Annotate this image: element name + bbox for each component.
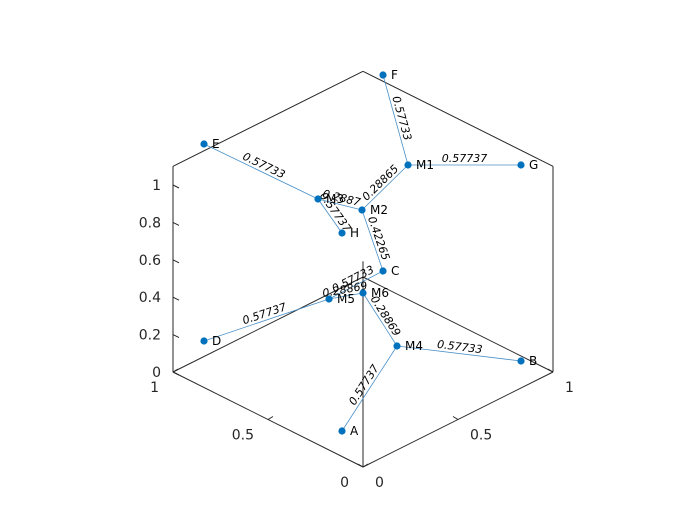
x-tick-label: 1 bbox=[150, 380, 159, 396]
box-edge bbox=[362, 70, 554, 167]
edge-label: 0.57733 bbox=[241, 150, 288, 182]
z-tick-label: 0.4 bbox=[139, 290, 161, 306]
z-tick-mark bbox=[172, 259, 180, 264]
node-label-G: G bbox=[529, 158, 538, 172]
z-tick-label: 0.2 bbox=[139, 328, 161, 344]
node-label-M5: M5 bbox=[337, 292, 355, 306]
graph-nodes bbox=[200, 71, 525, 435]
node-M3 bbox=[314, 195, 322, 203]
edge-labels: 0.577330.577370.288650.577330.28870.5773… bbox=[241, 95, 488, 408]
node-label-M6: M6 bbox=[371, 286, 389, 300]
x-tick-label: 0 bbox=[340, 475, 349, 491]
edge-label: 0.57737 bbox=[442, 152, 488, 165]
z-tick-mark bbox=[172, 221, 180, 226]
node-A bbox=[338, 427, 346, 435]
y-tick-mark bbox=[452, 416, 459, 420]
node-label-D: D bbox=[212, 334, 221, 348]
x-tick-label: 0.5 bbox=[232, 428, 254, 444]
node-M4 bbox=[393, 342, 401, 350]
edge-M4-A bbox=[341, 345, 398, 432]
z-tick-mark bbox=[172, 296, 180, 301]
edge-M5-M6 bbox=[328, 292, 364, 300]
node-F bbox=[379, 71, 387, 79]
node-M1 bbox=[404, 161, 412, 169]
node-M2 bbox=[358, 206, 366, 214]
edge-E-M3 bbox=[203, 143, 319, 200]
edge-M1-M2 bbox=[361, 164, 409, 211]
z-tick-label: 1 bbox=[152, 178, 161, 194]
edge-F-M1 bbox=[382, 74, 409, 166]
edge-M2-C bbox=[361, 209, 384, 272]
edge-label: 0.28869 bbox=[368, 293, 404, 338]
node-label-B: B bbox=[529, 354, 537, 368]
x-tick-mark bbox=[362, 463, 369, 468]
y-tick-label: 0 bbox=[375, 475, 384, 491]
node-label-M2: M2 bbox=[370, 203, 388, 217]
z-tick-label: 0 bbox=[152, 365, 161, 381]
edge-label: 0.28865 bbox=[360, 162, 402, 203]
edge-label: 0.57737 bbox=[241, 300, 288, 327]
y-tick-mark bbox=[547, 368, 554, 373]
z-tick-mark bbox=[172, 371, 180, 376]
box-edge bbox=[172, 276, 364, 373]
node-B bbox=[517, 357, 525, 365]
node-M6 bbox=[359, 289, 367, 297]
edge-D-M5 bbox=[203, 298, 330, 342]
node-C bbox=[379, 267, 387, 275]
box-edge bbox=[172, 70, 364, 167]
node-D bbox=[200, 337, 208, 345]
axes-box bbox=[172, 70, 554, 468]
x-tick-mark bbox=[267, 416, 274, 420]
graph-edges bbox=[203, 74, 522, 432]
z-tick-label: 0.6 bbox=[139, 253, 161, 269]
edge-label: 0.57733 bbox=[389, 95, 414, 142]
edge-M4-B bbox=[396, 345, 522, 362]
box-edge bbox=[362, 276, 554, 373]
edge-M6-M4 bbox=[362, 292, 398, 347]
node-label-M3: M3 bbox=[326, 192, 344, 206]
node-E bbox=[200, 140, 208, 148]
edge-M5-C bbox=[328, 270, 384, 300]
y-tick-mark bbox=[357, 463, 364, 468]
node-label-C: C bbox=[391, 264, 399, 278]
edge-M3-M2 bbox=[317, 198, 363, 211]
node-H bbox=[338, 229, 346, 237]
z-tick-label: 0.8 bbox=[139, 215, 161, 231]
edge-M3-H bbox=[317, 198, 343, 234]
x-tick-mark bbox=[172, 368, 179, 373]
edge-label: 0.57737 bbox=[346, 362, 382, 407]
node-label-A: A bbox=[350, 424, 359, 438]
z-tick-mark bbox=[172, 184, 180, 189]
y-tick-label: 0.5 bbox=[470, 428, 492, 444]
edge-label: 0.42265 bbox=[365, 215, 392, 262]
y-tick-label: 1 bbox=[565, 380, 574, 396]
edge-label: 0.57733 bbox=[436, 338, 483, 356]
node-label-M4: M4 bbox=[405, 339, 423, 353]
node-label-E: E bbox=[212, 137, 220, 151]
node-G bbox=[517, 161, 525, 169]
z-tick-mark bbox=[172, 334, 180, 339]
node-label-H: H bbox=[350, 226, 359, 240]
node-label-M1: M1 bbox=[416, 158, 434, 172]
node-label-F: F bbox=[391, 68, 398, 82]
node-labels: A B C D E F G H M1 M2 M3 M4 M5 M6 bbox=[212, 68, 538, 438]
node-M5 bbox=[325, 295, 333, 303]
